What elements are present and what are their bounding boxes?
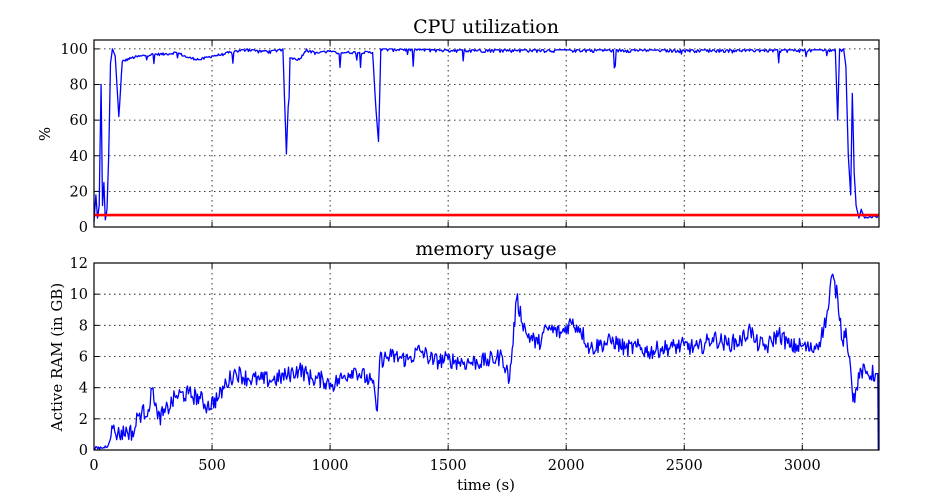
y-tick-label: 2 xyxy=(79,412,88,428)
y-tick-label: 4 xyxy=(79,381,88,397)
memory-gridlines xyxy=(94,263,879,450)
cpu-gridlines xyxy=(94,40,879,227)
cpu-plot-frame xyxy=(93,39,880,228)
memory-y-axis-label: Active RAM (in GB) xyxy=(48,283,66,432)
y-tick-label: 0 xyxy=(79,220,88,236)
x-tick-label: 0 xyxy=(89,458,98,474)
x-tick-label: 2500 xyxy=(666,458,703,474)
memory-axis-ticks: 0 500 1000 1500 2000 2500 3000 0 2 4 6 8 10 12 xyxy=(70,256,879,474)
x-tick-label: 3000 xyxy=(784,458,821,474)
cpu_utilization-line xyxy=(93,48,879,222)
memory-chart-title: memory usage xyxy=(415,238,556,260)
memory-usage-chart: memory usage 0 500 1000 1500 2000 2500 3000 0 2 4… xyxy=(48,238,880,494)
y-tick-label: 12 xyxy=(70,256,88,272)
y-tick-label: 80 xyxy=(70,78,88,94)
y-tick-label: 20 xyxy=(70,184,88,200)
memory-plot-frame xyxy=(93,262,880,451)
y-tick-label: 100 xyxy=(60,42,88,58)
y-tick-label: 40 xyxy=(70,149,88,165)
x-tick-label: 1000 xyxy=(312,458,349,474)
x-tick-label: 500 xyxy=(198,458,226,474)
cpu-axis-ticks: 0 20 40 60 80 100 xyxy=(60,40,879,236)
y-tick-label: 8 xyxy=(79,318,88,334)
y-tick-label: 10 xyxy=(70,287,88,303)
active_ram_gb-line xyxy=(93,273,879,451)
y-tick-label: 0 xyxy=(79,443,88,459)
x-tick-label: 2000 xyxy=(548,458,585,474)
y-tick-label: 60 xyxy=(70,113,88,129)
memory-series-line xyxy=(93,273,879,451)
cpu-chart-title: CPU utilization xyxy=(413,16,559,38)
memory-x-axis-label: time (s) xyxy=(457,476,515,494)
cpu-series-line xyxy=(93,48,879,222)
cpu-utilization-chart: CPU utilization 0 20 40 60 80 100 % xyxy=(36,16,880,236)
y-tick-label: 6 xyxy=(79,350,88,366)
cpu-y-axis-label: % xyxy=(36,127,54,141)
x-tick-label: 1500 xyxy=(430,458,467,474)
